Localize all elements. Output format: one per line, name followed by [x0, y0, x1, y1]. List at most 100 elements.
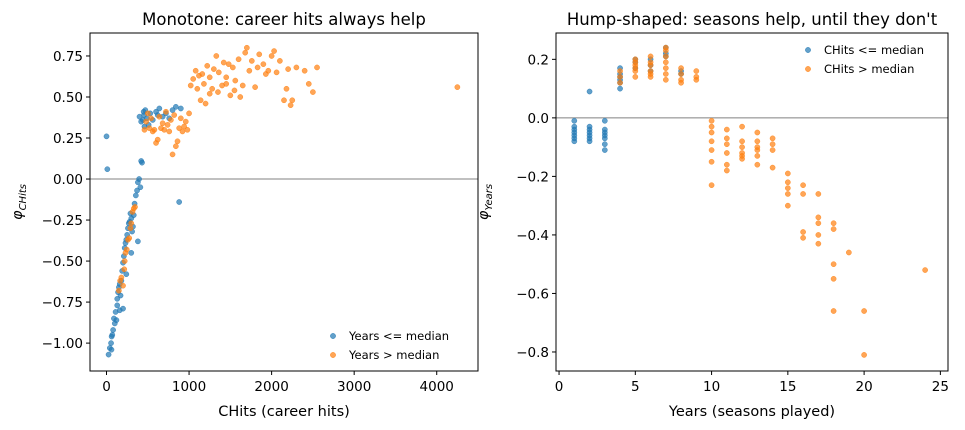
chart-title: Monotone: career hits always help [142, 10, 426, 29]
legend-label: CHits <= median [824, 43, 924, 57]
data-point [769, 164, 776, 171]
y-tick-label: −1.00 [42, 336, 83, 352]
data-point [254, 64, 261, 71]
data-point [708, 129, 715, 136]
data-point [662, 53, 669, 60]
data-point [231, 87, 238, 94]
data-point [647, 53, 654, 60]
data-point [161, 126, 168, 133]
data-point [285, 66, 291, 72]
data-point [754, 153, 761, 159]
y-tick-label: 0.2 [528, 52, 549, 68]
data-point [168, 117, 174, 123]
data-point [800, 229, 806, 235]
data-point [199, 71, 206, 77]
y-tick-label: −0.8 [516, 345, 549, 361]
data-point [220, 59, 227, 66]
data-point [215, 69, 222, 76]
data-point [632, 74, 639, 80]
y-axis-label: φCHits [10, 184, 29, 220]
data-point [110, 327, 116, 333]
data-point [173, 143, 179, 150]
data-point [225, 61, 232, 68]
data-point [617, 85, 623, 92]
data-point [723, 161, 730, 168]
data-point [846, 249, 852, 256]
data-point [132, 204, 138, 210]
data-point [179, 128, 186, 135]
legend-marker [330, 352, 336, 358]
data-point [601, 147, 608, 153]
data-point [143, 118, 149, 125]
data-point [187, 82, 194, 89]
data-point [571, 138, 578, 145]
data-point [739, 123, 745, 130]
data-point [800, 191, 806, 197]
data-point [123, 246, 130, 253]
data-point [678, 65, 684, 71]
x-tick-label: 3000 [337, 379, 371, 395]
legend-label: Years > median [348, 348, 439, 362]
data-point [239, 82, 246, 89]
series-2 [116, 44, 461, 294]
y-axis-symbol: φ [10, 210, 26, 220]
data-point [204, 62, 211, 69]
data-point [739, 138, 745, 145]
data-point [136, 176, 142, 182]
data-point [769, 141, 776, 148]
y-tick-label: 0.75 [53, 49, 83, 65]
data-point [117, 292, 124, 299]
data-point [723, 141, 730, 148]
data-point [815, 191, 822, 197]
data-point [108, 340, 114, 346]
y-tick-label: 0.50 [53, 90, 83, 106]
data-point [128, 220, 135, 227]
data-point [723, 135, 730, 142]
data-point [678, 79, 684, 86]
data-point [815, 220, 822, 227]
data-point [186, 110, 192, 117]
data-point [223, 81, 230, 87]
data-point [647, 62, 654, 69]
data-point [815, 240, 822, 247]
data-point [693, 76, 700, 83]
data-point [305, 81, 312, 87]
data-point [861, 352, 867, 358]
data-point [182, 118, 189, 125]
legend: Years <= median Years > median [330, 329, 449, 362]
x-tick-label: 0 [555, 379, 564, 395]
data-point [301, 67, 308, 74]
left-chart: 0 1000 2000 3000 4000 −1.00 −0.75 −0.50 −0.25 0.0… [10, 10, 479, 420]
data-point [800, 182, 806, 189]
data-point [121, 266, 128, 273]
data-point [281, 97, 287, 104]
y-axis-symbol: φ [476, 210, 492, 220]
data-point [104, 166, 111, 173]
data-point [171, 112, 178, 118]
data-point [128, 250, 135, 256]
data-point [163, 108, 169, 115]
data-point [114, 302, 121, 309]
data-point [617, 74, 623, 80]
data-point [213, 53, 220, 59]
data-point [242, 49, 249, 56]
data-point [769, 135, 776, 142]
y-tick-label: 0.00 [53, 172, 83, 188]
data-point [174, 138, 181, 145]
data-point [201, 81, 207, 87]
data-point [830, 275, 837, 282]
data-point [108, 346, 115, 353]
data-point [293, 64, 300, 71]
data-point [260, 61, 267, 68]
data-point [215, 89, 221, 95]
data-point [252, 84, 258, 90]
data-point [105, 351, 112, 358]
legend-label: CHits > median [824, 62, 914, 76]
data-point [118, 274, 125, 281]
data-point [754, 161, 761, 168]
data-point [113, 317, 120, 323]
data-point [154, 136, 161, 143]
data-point [120, 282, 126, 289]
data-point [754, 147, 761, 153]
